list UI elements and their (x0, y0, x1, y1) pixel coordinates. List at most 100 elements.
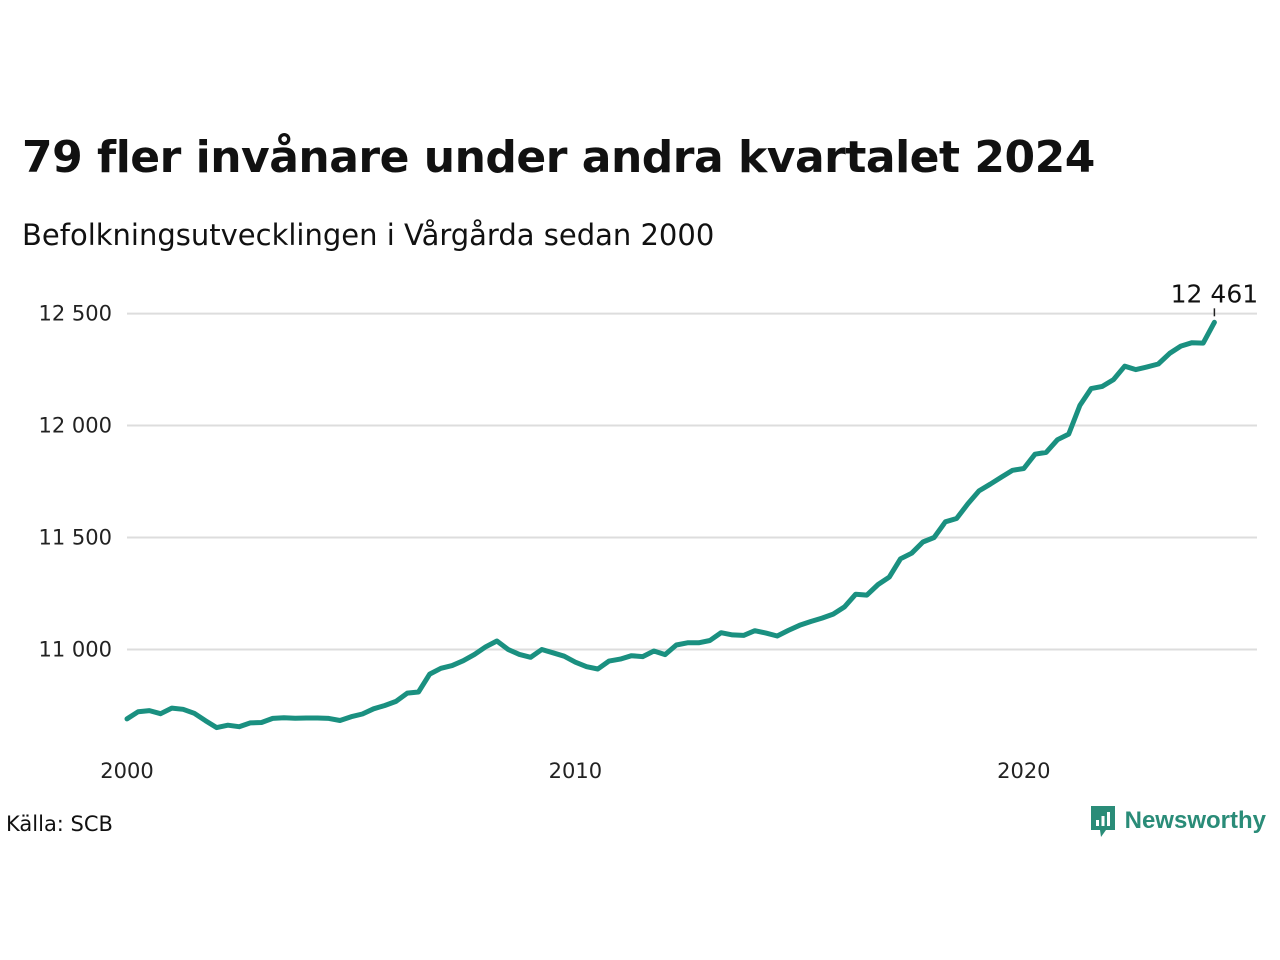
data-point (607, 659, 612, 664)
data-point (315, 715, 320, 720)
data-point (192, 711, 197, 716)
data-point (483, 644, 488, 649)
data-point (1122, 364, 1127, 369)
data-point (382, 703, 387, 708)
data-point (1100, 384, 1105, 389)
data-point (876, 582, 881, 587)
series-line (124, 319, 1217, 731)
data-point (1167, 351, 1172, 356)
data-point (763, 631, 768, 636)
data-point (831, 612, 836, 617)
data-point (1089, 386, 1094, 391)
brand-name: Newsworthy (1124, 807, 1266, 834)
data-point (461, 658, 466, 663)
data-point (169, 706, 174, 711)
data-point (1189, 340, 1194, 345)
data-point (181, 707, 186, 712)
data-point (1077, 403, 1082, 408)
data-point (203, 718, 208, 723)
data-point (943, 519, 948, 524)
data-point (965, 501, 970, 506)
data-point (1201, 341, 1206, 346)
data-point (405, 691, 410, 696)
data-point (214, 725, 219, 730)
data-point (517, 652, 522, 657)
data-point (808, 619, 813, 624)
y-tick-label: 12 500 (39, 302, 112, 326)
data-point (640, 654, 645, 659)
data-point (1044, 450, 1049, 455)
data-point (741, 633, 746, 638)
data-point (864, 593, 869, 598)
data-point (562, 654, 567, 659)
data-point (954, 516, 959, 521)
data-point (136, 709, 141, 714)
data-point (416, 690, 421, 695)
data-point (898, 556, 903, 561)
data-point (786, 628, 791, 633)
data-point (438, 666, 443, 671)
data-point (337, 718, 342, 723)
data-point (270, 716, 275, 721)
data-point (225, 723, 230, 728)
data-point (909, 551, 914, 556)
data-point (259, 720, 264, 725)
data-point (1010, 468, 1015, 473)
data-point (371, 706, 376, 711)
data-point (326, 716, 331, 721)
data-point (920, 539, 925, 544)
brand-logo: Newsworthy (1089, 804, 1266, 838)
y-tick-label: 11 500 (39, 526, 112, 550)
data-point (1033, 452, 1038, 457)
data-point (573, 660, 578, 665)
data-point (1178, 344, 1183, 349)
data-point (1021, 466, 1026, 471)
data-point (494, 638, 499, 643)
data-point (976, 488, 981, 493)
line-chart: 11 000 11 500 12 000 12 500 2000 2010 2020 12 4… (39, 279, 1259, 783)
data-point (1111, 377, 1116, 382)
chart-title: 79 fler invånare under andra kvartalet 2… (22, 132, 1095, 183)
data-point (887, 575, 892, 580)
data-point (1212, 320, 1217, 325)
data-point (472, 652, 477, 657)
data-point (584, 664, 589, 669)
data-point (550, 650, 555, 655)
data-point (158, 711, 163, 716)
data-point (719, 630, 724, 635)
x-tick-label: 2000 (100, 759, 153, 783)
data-point (842, 604, 847, 609)
newsworthy-logo-icon (1090, 806, 1115, 837)
data-point (147, 708, 152, 713)
annotation-label: 12 461 (1171, 279, 1258, 308)
data-point (629, 653, 634, 658)
data-point (1066, 432, 1071, 437)
data-point (752, 628, 757, 633)
data-point (304, 715, 309, 720)
data-point (999, 475, 1004, 480)
data-point (293, 716, 298, 721)
data-point (248, 720, 253, 725)
data-point (1055, 437, 1060, 442)
data-point (775, 634, 780, 639)
data-point (932, 535, 937, 540)
data-point (618, 657, 623, 662)
data-point (651, 649, 656, 654)
data-point (730, 632, 735, 637)
data-point (1133, 367, 1138, 372)
data-point (281, 715, 286, 720)
y-tick-label: 12 000 (39, 414, 112, 438)
data-point (696, 640, 701, 645)
data-point (1156, 361, 1161, 366)
data-point (394, 699, 399, 704)
data-point (797, 623, 802, 628)
data-point (349, 714, 354, 719)
x-tick-label: 2010 (549, 759, 602, 783)
data-point (427, 672, 432, 677)
data-point (1145, 364, 1150, 369)
data-point (237, 724, 242, 729)
data-point (674, 642, 679, 647)
data-point (820, 616, 825, 621)
data-point (528, 655, 533, 660)
data-point (506, 647, 511, 652)
